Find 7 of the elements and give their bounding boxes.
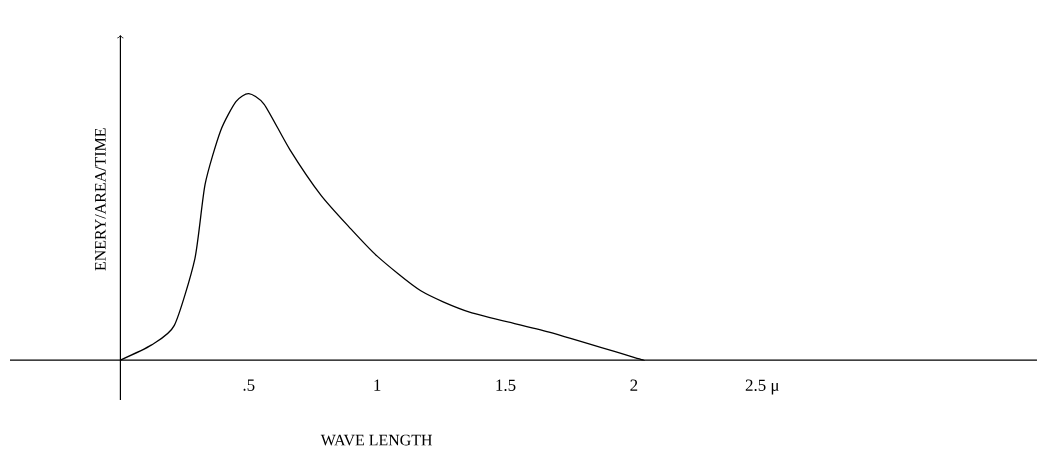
x-tick-label: .5 — [243, 379, 255, 391]
x-tick-label: 1 — [374, 379, 381, 391]
x-tick-label: 2.5 μ — [745, 379, 779, 395]
y-axis-title: ENERY/AREA/TIME — [95, 128, 106, 271]
x-axis-title: WAVE LENGTH — [320, 434, 433, 446]
x-tick-label: 1.5 — [496, 379, 516, 391]
x-tick-label: 2 — [630, 379, 638, 391]
